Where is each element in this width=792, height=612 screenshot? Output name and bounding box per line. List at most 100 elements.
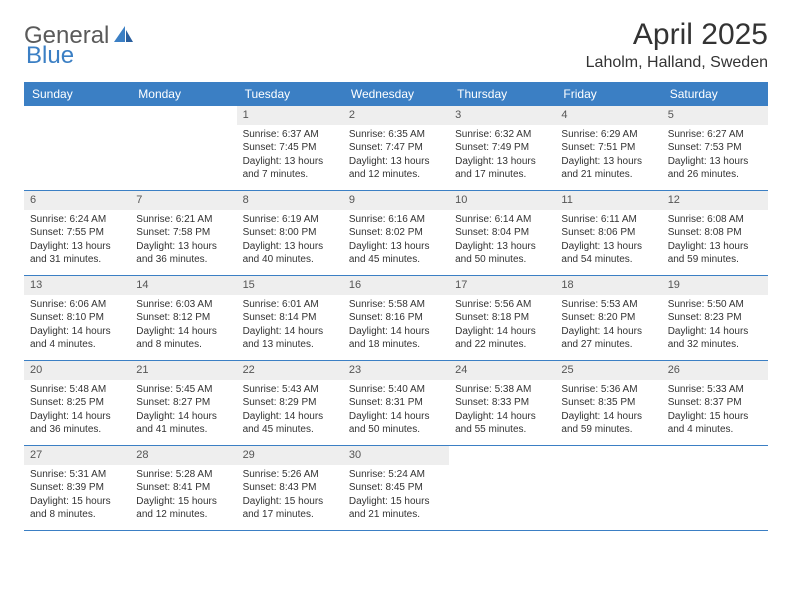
day-content: Sunrise: 5:40 AMSunset: 8:31 PMDaylight:…	[343, 380, 449, 443]
sunset-text: Sunset: 8:43 PM	[243, 481, 337, 495]
sunset-text: Sunset: 7:51 PM	[561, 141, 655, 155]
sunset-text: Sunset: 8:18 PM	[455, 311, 549, 325]
sunset-text: Sunset: 8:25 PM	[30, 396, 124, 410]
sunset-text: Sunset: 8:41 PM	[136, 481, 230, 495]
daylight-text: Daylight: 15 hours and 21 minutes.	[349, 495, 443, 522]
day-content: Sunrise: 6:37 AMSunset: 7:45 PMDaylight:…	[237, 125, 343, 188]
day-cell: 28Sunrise: 5:28 AMSunset: 8:41 PMDayligh…	[130, 446, 236, 530]
daylight-text: Daylight: 15 hours and 12 minutes.	[136, 495, 230, 522]
day-cell: 26 Sunrise: 5:33 AMSunset: 8:37 PMDayligh…	[662, 361, 768, 445]
daylight-text: Daylight: 13 hours and 26 minutes.	[668, 155, 762, 182]
sunset-text: Sunset: 8:27 PM	[136, 396, 230, 410]
day-content: Sunrise: 6:01 AMSunset: 8:14 PMDaylight:…	[237, 295, 343, 358]
sunset-text: Sunset: 8:23 PM	[668, 311, 762, 325]
day-number	[662, 446, 768, 450]
weeks-container: 1Sunrise: 6:37 AMSunset: 7:45 PMDaylight…	[24, 106, 768, 531]
daylight-text: Daylight: 14 hours and 27 minutes.	[561, 325, 655, 352]
day-number: 18	[555, 276, 661, 295]
sunrise-text: Sunrise: 5:56 AM	[455, 298, 549, 312]
day-number: 5	[662, 106, 768, 125]
logo-text-blue: Blue	[26, 42, 74, 69]
day-number: 11	[555, 191, 661, 210]
week-row: 6Sunrise: 6:24 AMSunset: 7:55 PMDaylight…	[24, 191, 768, 276]
daylight-text: Daylight: 14 hours and 4 minutes.	[30, 325, 124, 352]
day-cell: 25Sunrise: 5:36 AMSunset: 8:35 PMDayligh…	[555, 361, 661, 445]
daylight-text: Daylight: 13 hours and 40 minutes.	[243, 240, 337, 267]
day-content: Sunrise: 5:56 AMSunset: 8:18 PMDaylight:…	[449, 295, 555, 358]
title-block: April 2025 Laholm, Halland, Sweden	[586, 18, 768, 72]
day-cell: 9Sunrise: 6:16 AMSunset: 8:02 PMDaylight…	[343, 191, 449, 275]
day-cell	[449, 446, 555, 530]
day-cell: 23Sunrise: 5:40 AMSunset: 8:31 PMDayligh…	[343, 361, 449, 445]
day-cell: 12Sunrise: 6:08 AMSunset: 8:08 PMDayligh…	[662, 191, 768, 275]
sunrise-text: Sunrise: 6:19 AM	[243, 213, 337, 227]
day-number: 19	[662, 276, 768, 295]
sunset-text: Sunset: 8:33 PM	[455, 396, 549, 410]
sunset-text: Sunset: 7:55 PM	[30, 226, 124, 240]
sunrise-text: Sunrise: 5:33 AM	[668, 383, 762, 397]
header: General April 2025 Laholm, Halland, Swed…	[24, 18, 768, 72]
weekday-header: Friday	[555, 82, 661, 106]
day-content: Sunrise: 5:48 AMSunset: 8:25 PMDaylight:…	[24, 380, 130, 443]
daylight-text: Daylight: 14 hours and 13 minutes.	[243, 325, 337, 352]
day-number: 8	[237, 191, 343, 210]
sunrise-text: Sunrise: 5:40 AM	[349, 383, 443, 397]
day-content: Sunrise: 5:36 AMSunset: 8:35 PMDaylight:…	[555, 380, 661, 443]
sunrise-text: Sunrise: 5:50 AM	[668, 298, 762, 312]
day-content: Sunrise: 6:03 AMSunset: 8:12 PMDaylight:…	[130, 295, 236, 358]
daylight-text: Daylight: 13 hours and 36 minutes.	[136, 240, 230, 267]
sunrise-text: Sunrise: 5:53 AM	[561, 298, 655, 312]
sunset-text: Sunset: 8:45 PM	[349, 481, 443, 495]
day-content: Sunrise: 6:16 AMSunset: 8:02 PMDaylight:…	[343, 210, 449, 273]
daylight-text: Daylight: 14 hours and 32 minutes.	[668, 325, 762, 352]
sunset-text: Sunset: 8:35 PM	[561, 396, 655, 410]
day-number: 9	[343, 191, 449, 210]
month-title: April 2025	[586, 18, 768, 52]
day-cell: 13Sunrise: 6:06 AMSunset: 8:10 PMDayligh…	[24, 276, 130, 360]
day-number	[24, 106, 130, 110]
daylight-text: Daylight: 14 hours and 18 minutes.	[349, 325, 443, 352]
sunrise-text: Sunrise: 6:21 AM	[136, 213, 230, 227]
sunset-text: Sunset: 7:45 PM	[243, 141, 337, 155]
sunset-text: Sunset: 8:37 PM	[668, 396, 762, 410]
day-cell: 6Sunrise: 6:24 AMSunset: 7:55 PMDaylight…	[24, 191, 130, 275]
day-number	[130, 106, 236, 110]
daylight-text: Daylight: 13 hours and 21 minutes.	[561, 155, 655, 182]
day-number: 26	[662, 361, 768, 380]
daylight-text: Daylight: 13 hours and 50 minutes.	[455, 240, 549, 267]
day-number: 1	[237, 106, 343, 125]
daylight-text: Daylight: 13 hours and 12 minutes.	[349, 155, 443, 182]
sunset-text: Sunset: 8:31 PM	[349, 396, 443, 410]
sunset-text: Sunset: 8:06 PM	[561, 226, 655, 240]
day-content: Sunrise: 5:43 AMSunset: 8:29 PMDaylight:…	[237, 380, 343, 443]
daylight-text: Daylight: 13 hours and 7 minutes.	[243, 155, 337, 182]
weekday-header: Saturday	[662, 82, 768, 106]
day-cell: 27Sunrise: 5:31 AMSunset: 8:39 PMDayligh…	[24, 446, 130, 530]
sunrise-text: Sunrise: 5:38 AM	[455, 383, 549, 397]
day-cell	[555, 446, 661, 530]
day-number: 30	[343, 446, 449, 465]
day-content: Sunrise: 6:32 AMSunset: 7:49 PMDaylight:…	[449, 125, 555, 188]
day-cell: 11Sunrise: 6:11 AMSunset: 8:06 PMDayligh…	[555, 191, 661, 275]
sunset-text: Sunset: 8:29 PM	[243, 396, 337, 410]
daylight-text: Daylight: 14 hours and 55 minutes.	[455, 410, 549, 437]
day-cell: 19 Sunrise: 5:50 AMSunset: 8:23 PMDayligh…	[662, 276, 768, 360]
day-content: Sunrise: 6:11 AMSunset: 8:06 PMDaylight:…	[555, 210, 661, 273]
sunset-text: Sunset: 8:04 PM	[455, 226, 549, 240]
sunrise-text: Sunrise: 5:36 AM	[561, 383, 655, 397]
daylight-text: Daylight: 13 hours and 17 minutes.	[455, 155, 549, 182]
sunset-text: Sunset: 8:02 PM	[349, 226, 443, 240]
day-cell	[662, 446, 768, 530]
daylight-text: Daylight: 13 hours and 59 minutes.	[668, 240, 762, 267]
day-content: Sunrise: 5:31 AMSunset: 8:39 PMDaylight:…	[24, 465, 130, 528]
day-content: Sunrise: 5:58 AMSunset: 8:16 PMDaylight:…	[343, 295, 449, 358]
sunset-text: Sunset: 7:47 PM	[349, 141, 443, 155]
sunrise-text: Sunrise: 5:31 AM	[30, 468, 124, 482]
sunset-text: Sunset: 8:14 PM	[243, 311, 337, 325]
daylight-text: Daylight: 13 hours and 45 minutes.	[349, 240, 443, 267]
day-number: 3	[449, 106, 555, 125]
daylight-text: Daylight: 15 hours and 4 minutes.	[668, 410, 762, 437]
day-content: Sunrise: 6:06 AMSunset: 8:10 PMDaylight:…	[24, 295, 130, 358]
day-cell: 24Sunrise: 5:38 AMSunset: 8:33 PMDayligh…	[449, 361, 555, 445]
weekday-header-row: SundayMondayTuesdayWednesdayThursdayFrid…	[24, 82, 768, 106]
